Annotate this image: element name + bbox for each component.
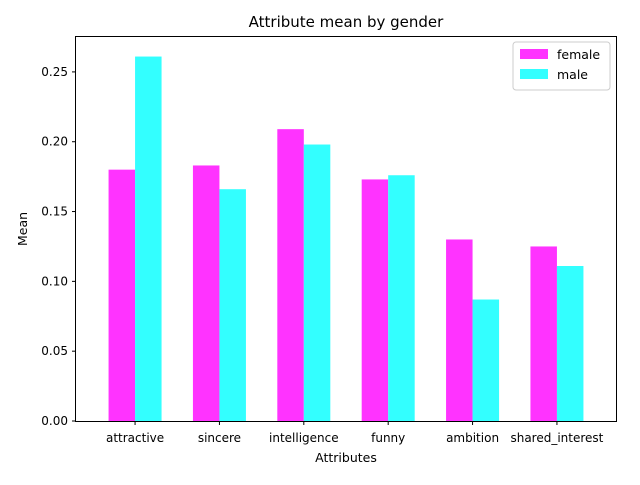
legend-swatch-female bbox=[520, 49, 548, 59]
x-tick-label: intelligence bbox=[269, 431, 339, 445]
bar-female-intelligence bbox=[277, 129, 304, 421]
legend-label-male: male bbox=[557, 67, 588, 82]
chart-title: Attribute mean by gender bbox=[249, 13, 444, 31]
y-axis: 0.00 0.05 0.10 0.15 0.20 0.25 bbox=[41, 65, 76, 428]
bar-male-shared_interest bbox=[556, 266, 584, 421]
y-tick-label: 0.00 bbox=[41, 414, 68, 428]
plot-frame bbox=[75, 36, 617, 422]
y-tick-label: 0.05 bbox=[41, 344, 68, 358]
x-axis-label: Attributes bbox=[315, 450, 377, 465]
y-tick-label: 0.20 bbox=[41, 135, 68, 149]
legend-label-female: female bbox=[557, 47, 600, 62]
bar-male-sincere bbox=[219, 189, 246, 421]
y-tick-label: 0.15 bbox=[41, 205, 68, 219]
bar-female-attractive bbox=[108, 169, 136, 421]
bar-male-intelligence bbox=[303, 144, 331, 421]
legend-swatch-male bbox=[520, 69, 548, 79]
y-tick-label: 0.25 bbox=[41, 65, 68, 79]
y-axis-label: Mean bbox=[15, 212, 30, 246]
bar-female-sincere bbox=[192, 165, 220, 421]
x-tick-label: attractive bbox=[106, 431, 164, 445]
bar-female-funny bbox=[361, 179, 389, 421]
y-tick-label: 0.10 bbox=[41, 274, 68, 288]
x-tick-label: funny bbox=[371, 431, 405, 445]
bars-group bbox=[108, 56, 584, 421]
x-tick-label: sincere bbox=[198, 431, 241, 445]
bar-male-funny bbox=[388, 175, 415, 421]
x-tick-label: shared_interest bbox=[510, 431, 603, 445]
bar-female-shared_interest bbox=[530, 246, 557, 421]
bar-female-ambition bbox=[446, 239, 473, 421]
x-axis: attractive sincere intelligence funny ambiti… bbox=[106, 421, 604, 445]
x-tick-label: ambition bbox=[446, 431, 499, 445]
legend: female male bbox=[512, 41, 611, 91]
bar-male-attractive bbox=[135, 56, 162, 421]
bar-male-ambition bbox=[472, 299, 500, 421]
